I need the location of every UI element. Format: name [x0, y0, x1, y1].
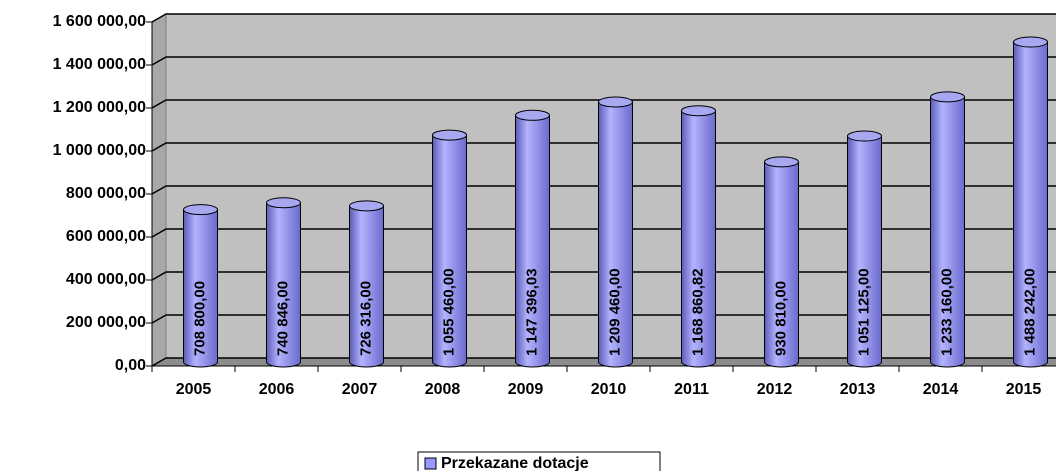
cylinder-top	[598, 96, 633, 108]
bar	[1013, 36, 1048, 368]
cylinder-body	[183, 209, 218, 368]
x-tick-label: 2015	[1006, 381, 1042, 398]
y-tick-label: 1 600 000,00	[53, 13, 147, 30]
x-tick-label: 2014	[923, 381, 959, 398]
bar	[349, 200, 384, 368]
cylinder-body	[764, 161, 799, 368]
cylinder-top	[930, 91, 965, 103]
value-label: 1 147 396,03	[523, 268, 540, 356]
cylinder-top	[183, 204, 218, 216]
grid-line	[151, 13, 1056, 23]
bar	[598, 96, 633, 368]
legend-swatch	[424, 457, 437, 470]
x-tick-label: 2013	[840, 381, 876, 398]
x-tick-label: 2005	[176, 381, 212, 398]
cylinder-top	[847, 130, 882, 142]
bar	[930, 91, 965, 368]
value-label: 1 055 460,00	[440, 268, 457, 356]
bar	[764, 156, 799, 368]
cylinder-top	[515, 109, 550, 121]
cylinder-top	[432, 129, 467, 141]
value-label: 726 316,00	[357, 281, 374, 356]
value-label: 1 051 125,00	[855, 268, 872, 356]
cylinder-body	[432, 134, 467, 368]
x-tick-label: 2007	[342, 381, 378, 398]
y-tick-label: 1 400 000,00	[53, 56, 147, 73]
x-tick-label: 2012	[757, 381, 793, 398]
grid-line	[151, 56, 1056, 66]
grid-line	[151, 99, 1056, 109]
bar	[266, 197, 301, 368]
x-tick-label: 2009	[508, 381, 544, 398]
bar	[515, 109, 550, 368]
cylinder-body	[515, 114, 550, 368]
value-label: 1 233 160,00	[938, 268, 955, 356]
value-label: 930 810,00	[772, 281, 789, 356]
cylinder-top	[681, 105, 716, 117]
value-label: 1 488 242,00	[1021, 268, 1038, 356]
y-tick-label: 800 000,00	[66, 185, 146, 202]
x-tick-label: 2006	[259, 381, 295, 398]
cylinder-top	[349, 200, 384, 212]
value-label: 740 846,00	[274, 281, 291, 356]
cylinder-top	[266, 197, 301, 209]
value-label: 1 168 860,82	[689, 268, 706, 356]
bar	[847, 130, 882, 368]
cylinder-body	[930, 96, 965, 368]
y-tick-label: 1 200 000,00	[53, 99, 147, 116]
cylinder-top	[1013, 36, 1048, 48]
cylinder-body	[1013, 41, 1048, 368]
value-label: 708 800,00	[191, 281, 208, 356]
legend-label: Przekazane dotacje	[441, 455, 589, 471]
cylinder-body	[847, 135, 882, 368]
value-label: 1 209 460,00	[606, 268, 623, 356]
y-tick-label: 0,00	[115, 357, 146, 374]
bar	[432, 129, 467, 368]
y-tick-label: 400 000,00	[66, 271, 146, 288]
cylinder-top	[764, 156, 799, 168]
cylinder-body	[349, 205, 384, 368]
legend-box	[417, 451, 661, 471]
y-tick-label: 1 000 000,00	[53, 142, 147, 159]
x-tick-label: 2010	[591, 381, 627, 398]
y-tick-label: 600 000,00	[66, 228, 146, 245]
cylinder-body	[681, 110, 716, 368]
x-tick-label: 2011	[674, 381, 709, 398]
cylinder-body	[266, 202, 301, 368]
bar	[681, 105, 716, 368]
x-tick-label: 2008	[425, 381, 461, 398]
cylinder-body	[598, 101, 633, 368]
grid-line	[151, 142, 1056, 152]
bar	[183, 204, 218, 368]
y-tick-label: 200 000,00	[66, 314, 146, 331]
